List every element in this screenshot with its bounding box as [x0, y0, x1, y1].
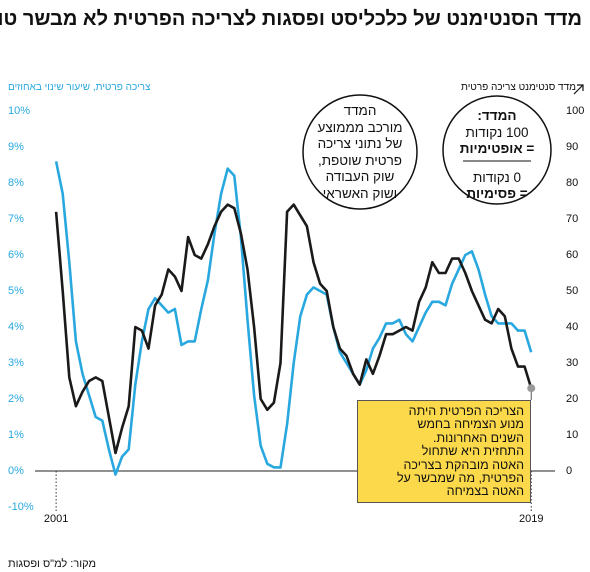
note-circle: [442, 95, 552, 205]
annotation-line: האטה בצמיחה: [446, 484, 524, 499]
y2-tick-label: 70: [566, 213, 578, 225]
y-axis-label: צריכה פרטית, שיעור שינוי באחוזים: [8, 82, 151, 93]
y-tick-label: 2%: [8, 393, 24, 405]
arrow: [573, 84, 584, 95]
y2-tick-label: 30: [566, 357, 578, 369]
y2-tick-label: 40: [566, 321, 578, 333]
y-tick-label: 10%: [8, 105, 30, 117]
annotation-line: הצריכה הפרטית היתה: [408, 404, 524, 418]
annotation-line: המדד:: [477, 108, 517, 123]
y-tick-label: 9%: [8, 141, 24, 153]
annotation-line: פרטית שוטפת,: [317, 152, 403, 168]
y-tick-label: 4%: [8, 321, 24, 333]
annotation-line: שוק העבודה: [325, 169, 395, 184]
y-tick-label: 1%: [8, 429, 24, 441]
y2-tick-label: 20: [566, 393, 578, 405]
y-tick-label: 7%: [8, 213, 24, 225]
annotation-line: 0 נקודות: [472, 169, 522, 185]
chart-title: מדד הסנטימנט של כלכליסט ופסגות לצריכה הפ…: [0, 8, 582, 30]
y2-tick-label: 10: [566, 429, 578, 441]
annotation-box: הצריכה הפרטית היתה מנוע הצמיחה בחמש השנים …: [357, 400, 531, 503]
annotation-line: 100 נקודות: [465, 124, 529, 140]
arrow-head: [577, 84, 584, 91]
y-tick-label: 6%: [8, 249, 24, 261]
annotation-line: = פסימיות: [466, 186, 528, 201]
source: מקור: למ"ס ופסגות: [8, 558, 97, 570]
x-tick-label: 2019: [519, 513, 543, 525]
y2-axis-label: מדד סנטימנט צריכה פרטית: [460, 82, 576, 93]
annotation: המדד מורכב מממוצע של נתוני צריכה פרטית שוטפ…: [304, 103, 416, 202]
series-line: [54, 161, 533, 476]
annotation-line: מורכב מממוצע: [317, 119, 403, 135]
annotation-line: של נתוני צריכה: [317, 136, 403, 151]
y-tick-label: 3%: [8, 357, 24, 369]
series-line: [54, 203, 533, 455]
annotation-line: הפרטית, מה שמבשר על: [396, 471, 524, 486]
y2-tick-label: 90: [566, 141, 578, 153]
annotation-line: התחזית היא שתחול: [421, 444, 524, 459]
y2-tick-label: 0: [566, 465, 572, 477]
y-tick-label: -10%: [8, 501, 34, 513]
x-tick-label: 2001: [44, 513, 68, 525]
y2-tick-label: 80: [566, 177, 578, 189]
annotation-line: השנים האחרונות.: [432, 430, 524, 445]
y2-tick-label: 50: [566, 285, 578, 297]
annotation-line: = אופטימיות: [459, 141, 535, 156]
end-dot: [527, 384, 536, 393]
annotation-line: האטה מובהקת בצריכה: [403, 457, 525, 472]
y2-tick-label: 60: [566, 249, 578, 261]
annotation: המדד: 100 נקודות = אופטימיות 0 נקודות = פסימ…: [445, 108, 549, 203]
note-circle: [302, 94, 418, 210]
annotation-line: מנוע הצמיחה בחמש: [417, 417, 524, 432]
y2-tick-label: 100: [566, 105, 584, 117]
annotation-line: המדד: [343, 103, 377, 118]
y-tick-label: 5%: [8, 285, 24, 297]
y-tick-label: 8%: [8, 177, 24, 189]
y-tick-label: 0%: [8, 465, 24, 477]
annotation-line: ושוק האשראי: [322, 185, 398, 201]
